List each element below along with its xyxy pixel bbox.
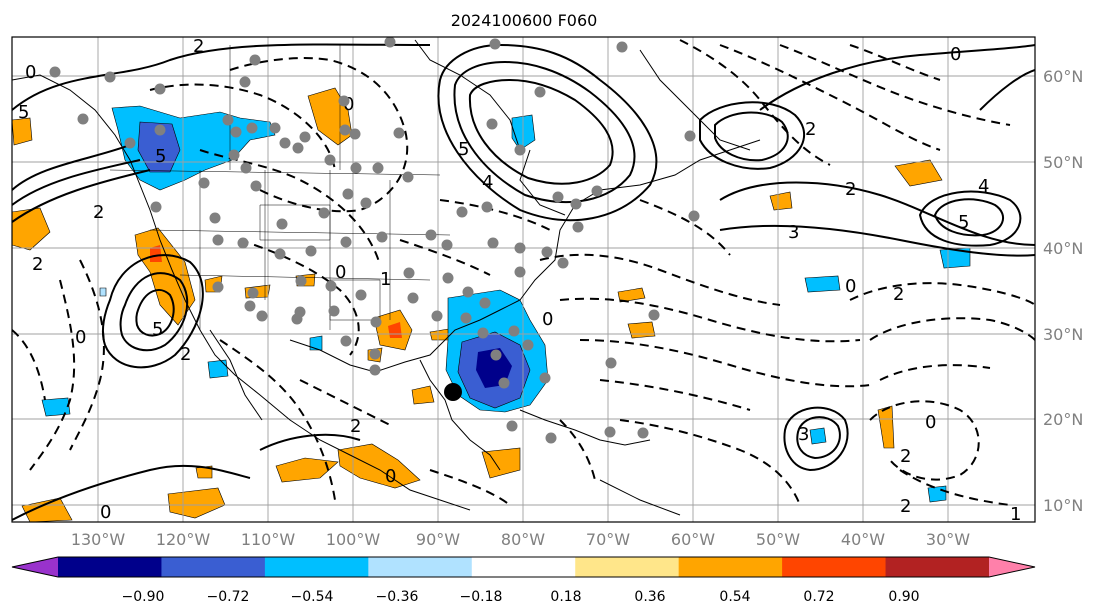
contour-label: 2 — [845, 179, 856, 200]
contour-label: 2 — [32, 254, 43, 275]
contour-label: 0 — [75, 327, 86, 348]
colorbar-segment — [58, 557, 162, 577]
contour-labels: 0 2 5 5 0 2 4 5 2 0 2 3 4 5 3 2 0 5 2 0 … — [18, 36, 1021, 525]
colorbar-tick-label: 0.72 — [803, 589, 834, 605]
lon-label: 50°W — [756, 530, 800, 549]
lat-label: 50°N — [1043, 153, 1083, 172]
station-markers — [49, 37, 700, 444]
lon-label: 120°W — [156, 530, 211, 549]
contour-label: 1 — [380, 269, 391, 290]
lon-label: 110°W — [241, 530, 296, 549]
colorbar-segment — [264, 557, 369, 577]
lat-label: 20°N — [1043, 410, 1083, 429]
lon-label: 30°W — [926, 530, 970, 549]
figure-title: 2024100600 F060 — [451, 11, 598, 30]
contour-label: 2 — [193, 36, 204, 57]
lon-label: 60°W — [671, 530, 715, 549]
colorbar-segment — [161, 557, 266, 577]
contour-label: 2 — [93, 202, 104, 223]
map-frame — [11, 36, 1036, 523]
colorbar-segment — [885, 557, 990, 577]
storm-center-marker — [444, 383, 462, 401]
lat-label: 30°N — [1043, 325, 1083, 344]
contour-label: 3 — [798, 424, 809, 445]
lon-label: 100°W — [326, 530, 381, 549]
contour-label: 0 — [925, 412, 936, 433]
contour-label: 5 — [958, 212, 969, 233]
contour-label: 2 — [805, 119, 816, 140]
colorbar — [11, 556, 1036, 578]
colorbar-outline — [11, 556, 1036, 578]
contour-label: 0 — [343, 94, 354, 115]
colorbar-tick-label: −0.72 — [207, 589, 250, 605]
lat-label: 60°N — [1043, 67, 1083, 86]
contour-label: 2 — [180, 344, 191, 365]
lon-label: 40°W — [841, 530, 885, 549]
lon-label: 80°W — [501, 530, 545, 549]
contour-label: 0 — [385, 466, 396, 487]
colorbar-tick-label: 0.36 — [634, 589, 665, 605]
contour-label: 0 — [950, 44, 961, 65]
dashed-contours — [12, 39, 1035, 506]
colorbar-tick-label: −0.54 — [291, 589, 334, 605]
colorbar-ticks: −0.90 −0.72 −0.54 −0.36 −0.18 0.18 0.36 … — [122, 589, 920, 605]
colorbar-tick-label: −0.18 — [460, 589, 503, 605]
coastlines — [12, 39, 761, 516]
contour-label: 3 — [788, 222, 799, 243]
colorbar-tick-label: −0.36 — [376, 589, 419, 605]
contour-label: 0 — [25, 62, 36, 83]
contour-label: 5 — [18, 102, 29, 123]
latitude-axis: 60°N 50°N 40°N 30°N 20°N 10°N — [1043, 67, 1083, 515]
contour-label: 2 — [900, 496, 911, 517]
colorbar-segment — [782, 557, 887, 577]
colorbar-tick-label: 0.18 — [550, 589, 581, 605]
contour-label: 0 — [542, 309, 553, 330]
contour-label: 1 — [1010, 504, 1021, 525]
contour-label: 5 — [458, 139, 469, 160]
lon-label: 90°W — [416, 530, 460, 549]
longitude-axis: 130°W 120°W 110°W 100°W 90°W 80°W 70°W 6… — [71, 530, 970, 549]
colorbar-segment — [678, 557, 783, 577]
contour-label: 2 — [350, 416, 361, 437]
contour-label: 5 — [155, 146, 166, 167]
colorbar-tick-label: −0.90 — [122, 589, 165, 605]
contour-label: 5 — [152, 319, 163, 340]
colorbar-segment — [368, 557, 473, 577]
lat-label: 10°N — [1043, 496, 1083, 515]
contour-label: 0 — [335, 262, 346, 283]
colorbar-segment — [471, 557, 576, 577]
contour-label: 2 — [893, 284, 904, 305]
lon-label: 70°W — [586, 530, 630, 549]
colorbar-extend-low — [12, 557, 58, 577]
contour-label: 0 — [845, 276, 856, 297]
colorbar-segment — [575, 557, 680, 577]
contour-label: 4 — [482, 172, 493, 193]
colorbar-tick-label: 0.54 — [719, 589, 750, 605]
contour-label: 4 — [978, 176, 989, 197]
colorbar-tick-label: 0.90 — [888, 589, 919, 605]
contour-label: 2 — [900, 446, 911, 467]
contour-label: 0 — [100, 502, 111, 523]
colorbar-extend-high — [989, 557, 1035, 577]
lon-label: 130°W — [71, 530, 126, 549]
map-content: 0 2 5 5 0 2 4 5 2 0 2 3 4 5 3 2 0 5 2 0 … — [12, 36, 1035, 525]
lat-label: 40°N — [1043, 239, 1083, 258]
